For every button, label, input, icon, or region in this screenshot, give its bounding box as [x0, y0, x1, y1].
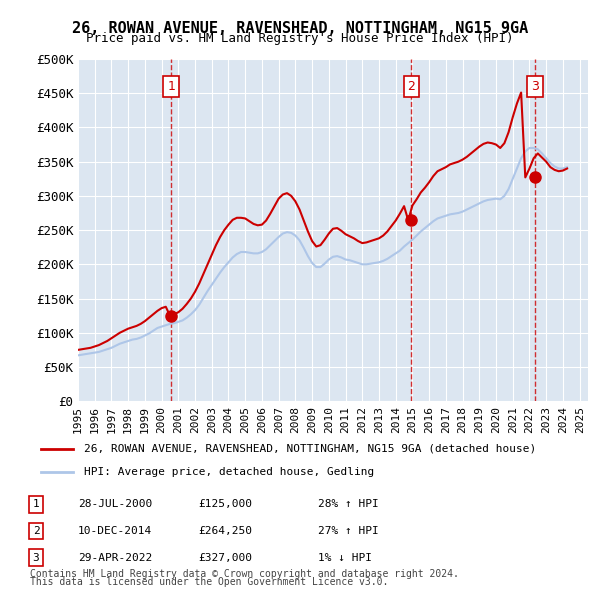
Text: 2: 2 [407, 80, 415, 93]
Text: 10-DEC-2014: 10-DEC-2014 [78, 526, 152, 536]
Text: 2: 2 [32, 526, 40, 536]
Text: 26, ROWAN AVENUE, RAVENSHEAD, NOTTINGHAM, NG15 9GA (detached house): 26, ROWAN AVENUE, RAVENSHEAD, NOTTINGHAM… [84, 444, 536, 454]
Text: £327,000: £327,000 [198, 553, 252, 562]
Text: 29-APR-2022: 29-APR-2022 [78, 553, 152, 562]
Text: HPI: Average price, detached house, Gedling: HPI: Average price, detached house, Gedl… [84, 467, 374, 477]
Text: £264,250: £264,250 [198, 526, 252, 536]
Text: 1: 1 [32, 500, 40, 509]
Text: 3: 3 [531, 80, 539, 93]
Text: 1: 1 [167, 80, 175, 93]
Text: This data is licensed under the Open Government Licence v3.0.: This data is licensed under the Open Gov… [30, 577, 388, 587]
Text: Price paid vs. HM Land Registry's House Price Index (HPI): Price paid vs. HM Land Registry's House … [86, 32, 514, 45]
Text: £125,000: £125,000 [198, 500, 252, 509]
Text: 1% ↓ HPI: 1% ↓ HPI [318, 553, 372, 562]
Text: 28-JUL-2000: 28-JUL-2000 [78, 500, 152, 509]
Text: 28% ↑ HPI: 28% ↑ HPI [318, 500, 379, 509]
Text: 26, ROWAN AVENUE, RAVENSHEAD, NOTTINGHAM, NG15 9GA: 26, ROWAN AVENUE, RAVENSHEAD, NOTTINGHAM… [72, 21, 528, 35]
Text: Contains HM Land Registry data © Crown copyright and database right 2024.: Contains HM Land Registry data © Crown c… [30, 569, 459, 579]
Text: 3: 3 [32, 553, 40, 562]
Text: 27% ↑ HPI: 27% ↑ HPI [318, 526, 379, 536]
